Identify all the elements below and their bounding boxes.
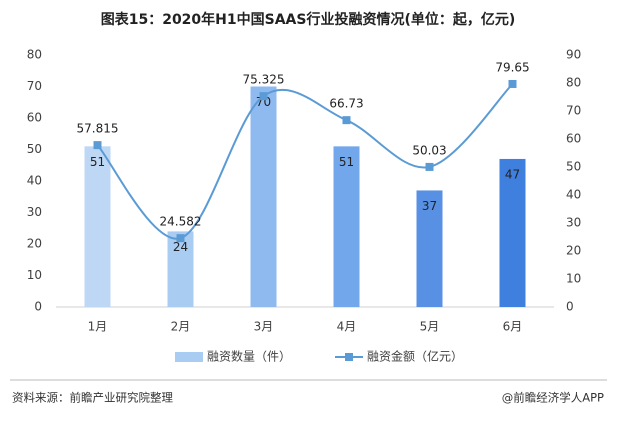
- y2-tick-label: 30: [566, 216, 581, 230]
- y-tick-label: 30: [27, 205, 42, 219]
- bar: [167, 231, 194, 307]
- line-value-label: 66.73: [329, 97, 363, 111]
- bar-value-label: 24: [173, 240, 188, 254]
- y2-tick-label: 40: [566, 188, 581, 202]
- credit: @前瞻经济学人APP: [502, 391, 604, 405]
- y-tick-label: 40: [27, 174, 42, 188]
- line-value-label: 50.03: [412, 143, 446, 157]
- line-value-label: 57.815: [77, 122, 119, 136]
- bar: [416, 190, 443, 307]
- y2-tick-label: 60: [566, 132, 581, 146]
- line-value-label: 24.582: [160, 215, 202, 229]
- y2-tick-label: 50: [566, 160, 581, 174]
- bar-value-label: 47: [505, 167, 520, 181]
- y2-tick-label: 70: [566, 104, 581, 118]
- line-marker: [508, 79, 517, 88]
- x-tick-label: 5月: [420, 320, 440, 334]
- y2-tick-label: 10: [566, 272, 581, 286]
- bar: [333, 146, 360, 307]
- legend-swatch: [175, 352, 203, 362]
- bar-value-label: 51: [339, 155, 354, 169]
- legend-label: 融资数量（件）: [207, 349, 291, 364]
- y-tick-label: 20: [27, 237, 42, 251]
- source: 资料来源：前瞻产业研究院整理: [12, 391, 173, 405]
- bar: [84, 146, 111, 307]
- bar-value-label: 37: [422, 199, 437, 213]
- line-marker: [176, 234, 185, 243]
- legend-swatch: [345, 353, 353, 361]
- y2-tick-label: 20: [566, 244, 581, 258]
- bar: [250, 86, 277, 307]
- legend-label: 融资金额（亿元）: [367, 349, 463, 364]
- y-tick-label: 0: [34, 300, 42, 314]
- line-marker: [425, 162, 434, 171]
- y-tick-label: 10: [27, 268, 42, 282]
- bar-value-label: 51: [90, 155, 105, 169]
- chart-title: 图表15：2020年H1中国SAAS行业投融资情况(单位：起，亿元): [101, 11, 516, 28]
- y2-tick-label: 90: [566, 48, 581, 62]
- y-tick-label: 60: [27, 111, 42, 125]
- y2-tick-label: 0: [566, 300, 574, 314]
- x-tick-label: 1月: [88, 320, 108, 334]
- x-tick-label: 2月: [171, 320, 191, 334]
- y2-tick-label: 80: [566, 76, 581, 90]
- y-tick-label: 70: [27, 79, 42, 93]
- line: [96, 83, 514, 240]
- line-value-label: 75.325: [243, 73, 285, 87]
- x-tick-label: 6月: [503, 320, 523, 334]
- line-value-label: 79.65: [495, 60, 529, 74]
- line-marker: [342, 116, 351, 125]
- y-tick-label: 50: [27, 142, 42, 156]
- y-tick-label: 80: [27, 48, 42, 62]
- x-tick-label: 4月: [337, 320, 357, 334]
- bar: [499, 158, 526, 307]
- line-marker: [93, 141, 102, 150]
- line-marker: [259, 92, 268, 101]
- x-tick-label: 3月: [254, 320, 274, 334]
